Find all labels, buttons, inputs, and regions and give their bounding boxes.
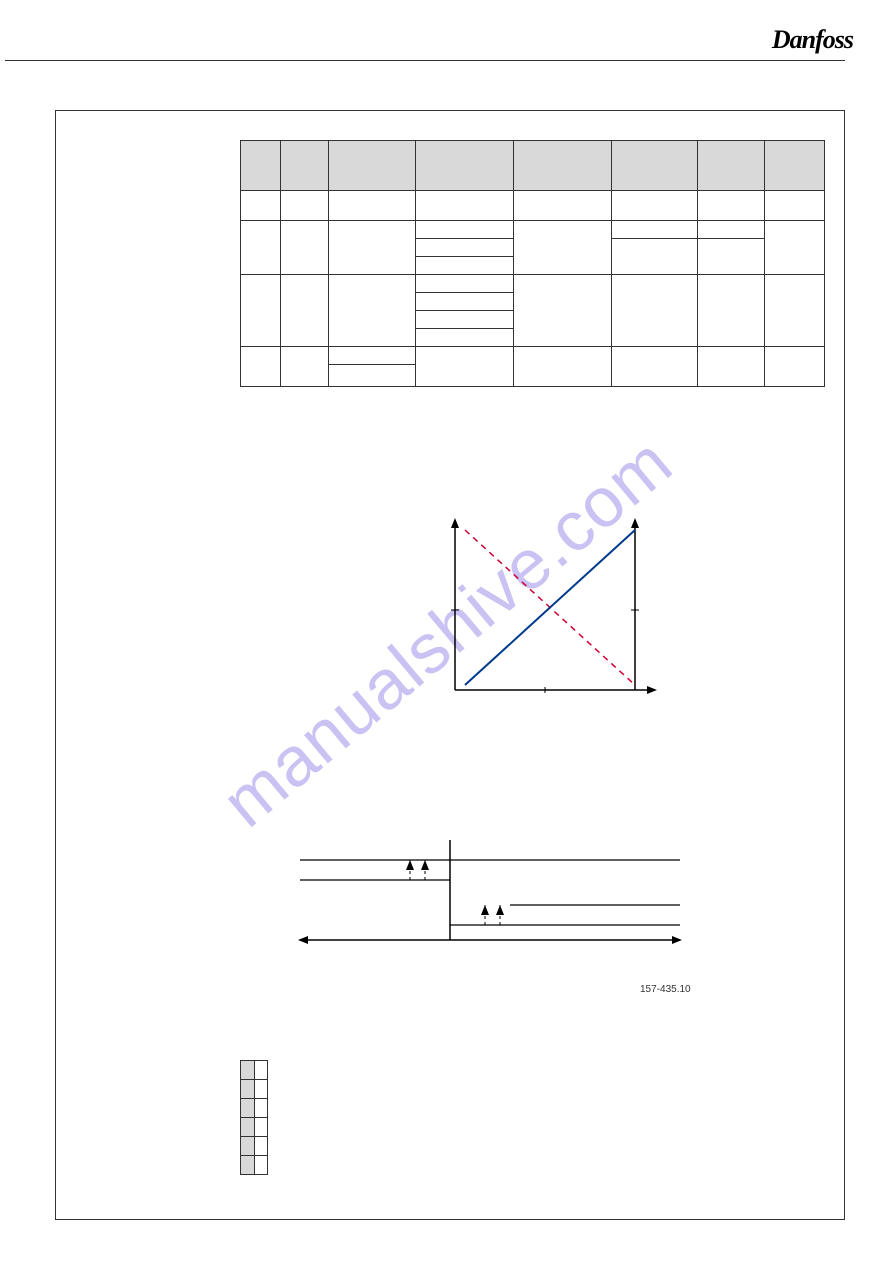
table-cell (254, 1061, 268, 1080)
table-2 (240, 1060, 268, 1175)
table-cell (241, 1137, 255, 1156)
table-cell (241, 1061, 255, 1080)
table-cell (254, 1080, 268, 1099)
table-cell (241, 1118, 255, 1137)
table-cell (241, 1156, 255, 1175)
figure-reference: 157-435.10 (640, 984, 691, 995)
table-cell (254, 1099, 268, 1118)
chart-axes-1 (0, 0, 893, 1000)
table-cell (241, 1099, 255, 1118)
table-cell (254, 1156, 268, 1175)
legend-table (240, 1060, 845, 1175)
table-cell (254, 1118, 268, 1137)
table-cell (254, 1137, 268, 1156)
table-cell (241, 1080, 255, 1099)
